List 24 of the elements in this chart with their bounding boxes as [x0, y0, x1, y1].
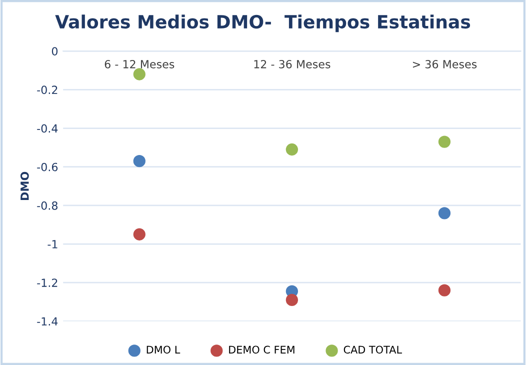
point: [438, 136, 451, 148]
x-tick-label: 12 - 36 Meses: [254, 60, 330, 68]
y-axis-title: DMO: [20, 172, 29, 200]
y-tick-label: -1.4: [37, 317, 58, 326]
y-tick-label: -0.6: [37, 162, 58, 172]
x-tick-label: 6 - 12 Meses: [104, 60, 174, 68]
y-tick-label: -1: [48, 240, 58, 248]
y-tick-label: -0.2: [37, 86, 58, 94]
point: [438, 207, 451, 220]
legend-label: DMO L: [146, 346, 180, 354]
x-tick-label: > 36 Meses: [412, 60, 477, 68]
chart-title: Valores Medios DMO- Tiempos Estatinas: [55, 14, 470, 32]
point: [438, 284, 451, 296]
y-tick-label: -0.8: [37, 201, 58, 210]
y-tick-label: 0: [52, 47, 58, 56]
y-tick-label: -1.2: [37, 278, 58, 287]
legend-label: DEMO C FEM: [229, 346, 294, 354]
point: [133, 68, 146, 80]
point: [286, 143, 298, 156]
point: [286, 294, 298, 306]
legend-label: CAD TOTAL: [344, 346, 402, 354]
y-tick-label: -0.4: [37, 124, 58, 133]
point: [133, 228, 146, 240]
point: [133, 154, 146, 168]
